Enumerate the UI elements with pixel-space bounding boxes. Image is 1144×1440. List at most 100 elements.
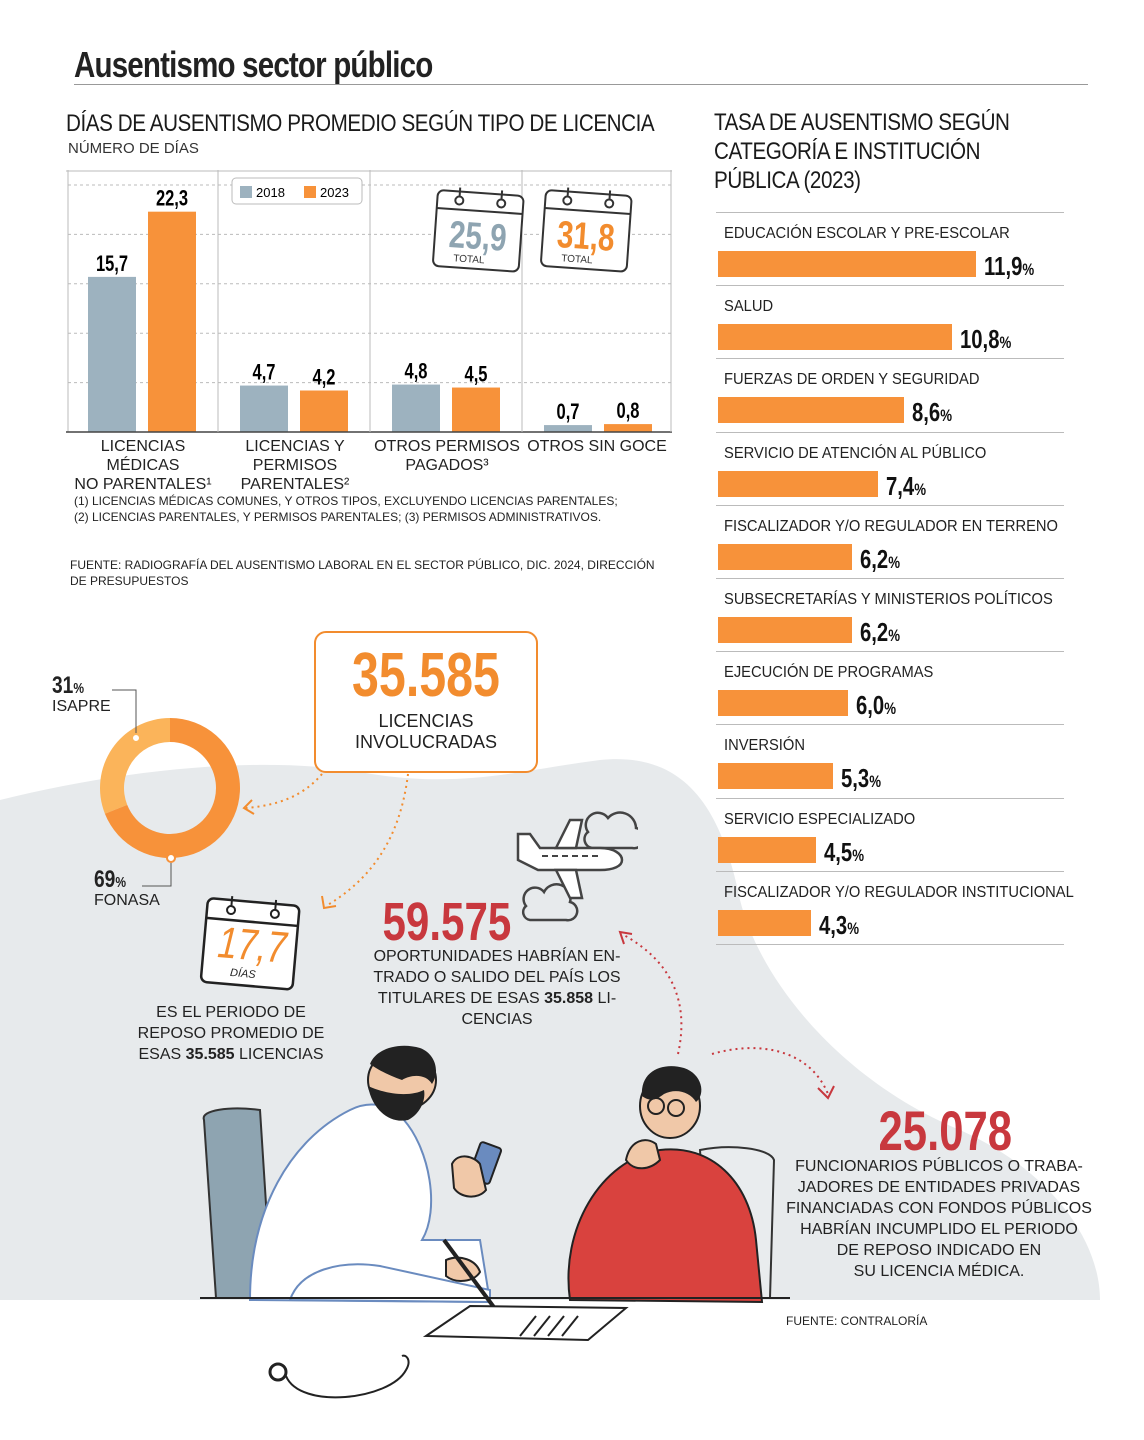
rate-row: INVERSIÓN 5,3% <box>716 724 1064 798</box>
incumplimiento-line: HABRÍAN INCUMPLIDO EL PERIODO <box>800 1221 1078 1238</box>
rate-value-label: 11,9% <box>984 251 1035 281</box>
rate-bar <box>718 617 853 643</box>
total-2023-value: 31,8 <box>556 213 616 259</box>
total-2018-label: TOTAL <box>453 253 485 266</box>
isapre-pct: 31% <box>52 672 85 699</box>
category-label-1: LICENCIAS MÉDICAS NO PARENTALES¹ <box>66 437 220 494</box>
rate-row: FUERZAS DE ORDEN Y SEGURIDAD 8,6% <box>716 358 1064 432</box>
rate-value-label: 6,2% <box>860 543 901 574</box>
isapre-marker <box>131 733 141 743</box>
rate-row: SALUD 10,8% <box>716 285 1064 359</box>
reposo-text-line: REPOSO PROMEDIO DE <box>137 1025 325 1042</box>
fonasa-leader-line <box>142 858 172 887</box>
rate-bar <box>718 690 849 717</box>
value-label-2023-2: 4,2 <box>313 365 336 390</box>
rate-row: SUBSECRETARÍAS Y MINISTERIOS POLÍTICOS 6,… <box>716 578 1064 652</box>
rate-value-label: 5,3% <box>840 763 881 794</box>
rate-category-label: FISCALIZADOR Y/O REGULADOR EN TERRENO <box>724 517 1058 535</box>
travel-text: OPORTUNIDADES HABRÍAN EN- TRADO O SALIDO… <box>366 946 628 1030</box>
value-label-2023-1: 22,3 <box>156 186 188 211</box>
category-label-1-line: LICENCIAS MÉDICAS <box>100 438 186 474</box>
calendar-total-2018: 25,9 TOTAL <box>432 187 525 273</box>
category-label-2-line: PERMISOS <box>252 457 338 474</box>
value-label-2018-1: 15,7 <box>96 252 128 277</box>
bar-chart-title: DÍAS DE AUSENTISMO PROMEDIO SEGÚN TIPO D… <box>66 110 655 137</box>
bar-2018-3 <box>392 384 440 432</box>
legend-swatch-2023 <box>304 186 316 198</box>
rate-row: FISCALIZADOR Y/O REGULADOR INSTITUCIONAL… <box>716 870 1074 945</box>
rate-category-label: SUBSECRETARÍAS Y MINISTERIOS POLÍTICOS <box>724 591 1053 608</box>
category-label-3-line: PAGADOS³ <box>405 457 489 474</box>
bar-2018-2 <box>240 385 288 432</box>
rate-category-label: FISCALIZADOR Y/O REGULADOR INSTITUCIONAL <box>724 883 1074 901</box>
isapre-label: ISAPRE <box>52 698 111 715</box>
rate-row: SERVICIO DE ATENCIÓN AL PÚBLICO 7,4% <box>716 431 1064 506</box>
airplane-clouds-icon <box>516 811 638 922</box>
rate-row: SERVICIO ESPECIALIZADO 4,5% <box>716 797 1064 872</box>
rate-category-label: SERVICIO DE ATENCIÓN AL PÚBLICO <box>724 444 987 462</box>
category-label-2-line: LICENCIAS Y <box>245 438 345 455</box>
rate-bar <box>718 909 812 936</box>
fonasa-legend: 69% FONASA <box>94 866 160 910</box>
fonasa-pct: 69% <box>94 866 127 893</box>
total-2018-value: 25,9 <box>448 213 508 259</box>
source-contraloria: FUENTE: CONTRALORÍA <box>786 1314 928 1328</box>
bar-2018-4 <box>544 425 592 432</box>
bar-chart-subtitle: NÚMERO DE DÍAS <box>68 140 199 157</box>
doctor-patient-illustration <box>200 1045 790 1399</box>
incumplimiento-text: FUNCIONARIOS PÚBLICOS O TRABA- JADORES D… <box>786 1156 1092 1282</box>
chart-legend-box <box>231 177 363 205</box>
legend-label-2023: 2023 <box>320 185 349 200</box>
page-title: Ausentismo sector público <box>74 44 433 85</box>
rate-value-label: 4,3% <box>819 909 860 940</box>
incumplimiento-line: DE REPOSO INDICADO EN <box>836 1242 1042 1259</box>
rate-category-label: SERVICIO ESPECIALIZADO <box>724 810 916 828</box>
rate-title-line: CATEGORÍA E INSTITUCIÓN <box>714 138 981 165</box>
donut-slice-isapre <box>99 718 170 814</box>
bar-2023-1 <box>148 211 196 432</box>
chart-bars <box>88 211 652 432</box>
bar-2018-1 <box>88 276 136 432</box>
value-label-2018-4: 0,7 <box>557 400 580 425</box>
rate-category-label: EDUCACIÓN ESCOLAR Y PRE-ESCOLAR <box>724 225 1010 242</box>
rate-bar <box>718 763 833 790</box>
reposo-days-value: 17,7 <box>215 918 289 973</box>
chart-source: FUENTE: RADIOGRAFÍA DEL AUSENTISMO LABOR… <box>70 557 655 589</box>
calendar-icon <box>199 896 301 991</box>
incumplimiento-number: 25.078 <box>878 1099 1013 1162</box>
rate-value-label: 10,8% <box>960 324 1012 355</box>
category-label-1-line: NO PARENTALES¹ <box>74 476 212 493</box>
rate-title-line: PÚBLICA (2023) <box>714 167 861 194</box>
bar-2023-2 <box>300 390 348 432</box>
incumplimiento-line: FUNCIONARIOS PÚBLICOS O TRABA- <box>795 1158 1083 1175</box>
health-insurance-donut <box>99 689 240 887</box>
days-bar-chart: 15,7 22,3 4,7 4,2 4,8 4,5 0,7 0,8 2018 2023 25,… <box>66 170 672 433</box>
value-label-2023-4: 0,8 <box>617 399 640 424</box>
rate-row: EDUCACIÓN ESCOLAR Y PRE-ESCOLAR 11,9% <box>716 212 1064 286</box>
rate-bar <box>718 251 976 277</box>
rate-value-label: 6,2% <box>860 617 901 647</box>
value-label-2018-3: 4,8 <box>405 359 428 384</box>
category-label-2-line: PARENTALES² <box>240 476 350 493</box>
fonasa-marker <box>166 853 176 863</box>
rate-bottom-border <box>716 944 1064 945</box>
isapre-leader-line <box>112 689 137 736</box>
bar-2023-3 <box>452 387 500 432</box>
reposo-text-line: ES EL PERIODO DE <box>156 1004 306 1021</box>
rate-bar <box>718 397 905 424</box>
isapre-legend: 31% ISAPRE <box>52 672 111 716</box>
rate-bar <box>718 543 853 570</box>
reposo-text-line: ESAS 35.585 LICENCIAS <box>138 1046 324 1063</box>
calendar-total-2023: 31,8 TOTAL <box>540 187 633 273</box>
chart-notes: (1) LICENCIAS MÉDICAS COMUNES, Y OTROS T… <box>74 493 618 525</box>
rate-category-label: FUERZAS DE ORDEN Y SEGURIDAD <box>724 371 980 389</box>
incumplimiento-line: JADORES DE ENTIDADES PRIVADAS <box>797 1179 1081 1196</box>
rate-value-label: 7,4% <box>886 470 927 501</box>
travel-number: 59.575 <box>382 892 512 952</box>
travel-text-line: TITULARES DE ESAS 35.858 LI- <box>377 990 617 1007</box>
rate-title-line: TASA DE AUSENTISMO SEGÚN <box>714 109 1010 136</box>
rate-row: EJECUCIÓN DE PROGRAMAS 6,0% <box>716 651 1064 725</box>
category-label-4: OTROS SIN GOCE <box>522 437 672 456</box>
rate-category-label: SALUD <box>724 298 774 316</box>
